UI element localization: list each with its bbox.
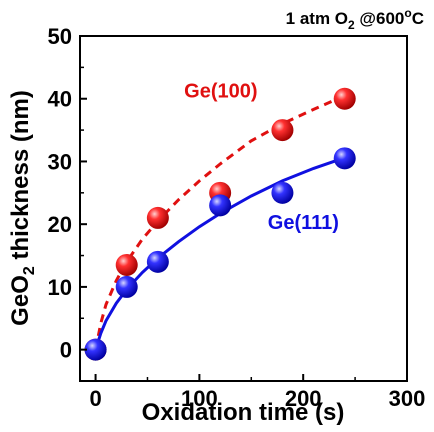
data-point-ge111: [84, 338, 107, 361]
data-point-ge100: [333, 87, 356, 110]
series-label-ge111: Ge(111): [268, 212, 339, 234]
y-tick-label: 40: [48, 87, 72, 112]
x-axis-label: Oxidation time (s): [142, 399, 345, 426]
x-tick-label: 0: [89, 386, 101, 411]
y-axis-label: GeO2 thickness (nm): [7, 90, 38, 326]
plot-area: [79, 35, 408, 382]
data-point-ge100: [271, 119, 294, 142]
x-axis-ticks: 0 100 200 300: [89, 374, 425, 411]
y-tick-label: 10: [48, 275, 72, 300]
data-point-ge111: [146, 250, 169, 273]
data-point-ge111: [333, 147, 356, 170]
x-tick-label: 200: [285, 386, 322, 411]
y-axis-ticks: 0 10 20 30 40 50: [48, 24, 87, 363]
x-tick-label: 300: [389, 386, 426, 411]
y-tick-label: 20: [48, 212, 72, 237]
y-tick-label: 30: [48, 149, 72, 174]
data-markers: [84, 87, 356, 361]
data-point-ge111: [271, 181, 294, 204]
y-tick-label: 50: [48, 24, 72, 49]
condition-label: 1 atm O2 @600oC: [286, 6, 424, 32]
y-tick-label: 0: [60, 338, 72, 363]
data-point-ge100: [115, 253, 138, 276]
data-point-ge111: [115, 275, 138, 298]
data-point-ge111: [209, 194, 232, 217]
series-labels: Ge(100) Ge(111): [184, 80, 339, 234]
series-label-ge100: Ge(100): [184, 80, 257, 102]
x-tick-label: 100: [181, 386, 218, 411]
data-point-ge100: [146, 206, 169, 229]
